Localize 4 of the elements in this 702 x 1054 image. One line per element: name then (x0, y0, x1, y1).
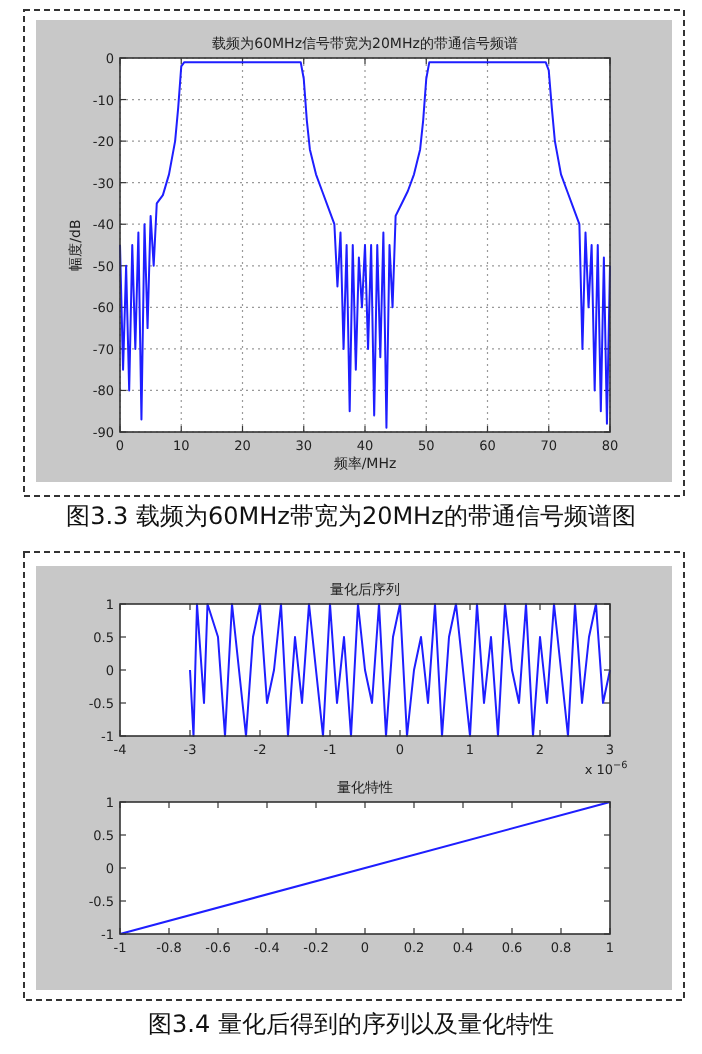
line-series (119, 61, 611, 429)
caption: 图3.3 载频为60MHz带宽为20MHz的带通信号频谱图 (66, 502, 636, 530)
caption: 图3.4 量化后得到的序列以及量化特性 (148, 1010, 554, 1038)
line-series (189, 603, 611, 737)
